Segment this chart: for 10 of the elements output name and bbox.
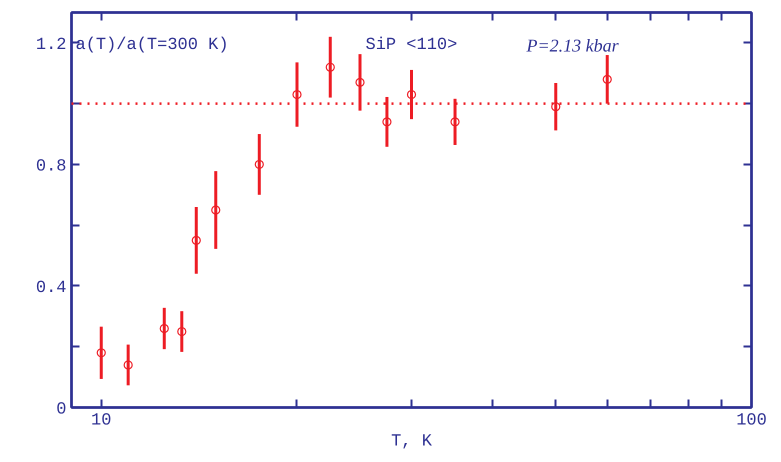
x-axis-title: T, K [391, 432, 433, 452]
y-tick-label: 0.4 [36, 278, 67, 298]
y-tick-label: 0 [56, 400, 66, 420]
y-tick-label: 0.8 [36, 157, 67, 176]
x-tick-label: 10 [91, 412, 112, 430]
y-tick-label: 1.2 [36, 36, 67, 55]
y-axis-title: a(T)/a(T=300 K) [76, 36, 229, 55]
annotation: P=2.13 kbar [526, 36, 620, 56]
annotation: SiP <110> [366, 36, 458, 55]
x-tick-label: 100 [736, 412, 767, 430]
